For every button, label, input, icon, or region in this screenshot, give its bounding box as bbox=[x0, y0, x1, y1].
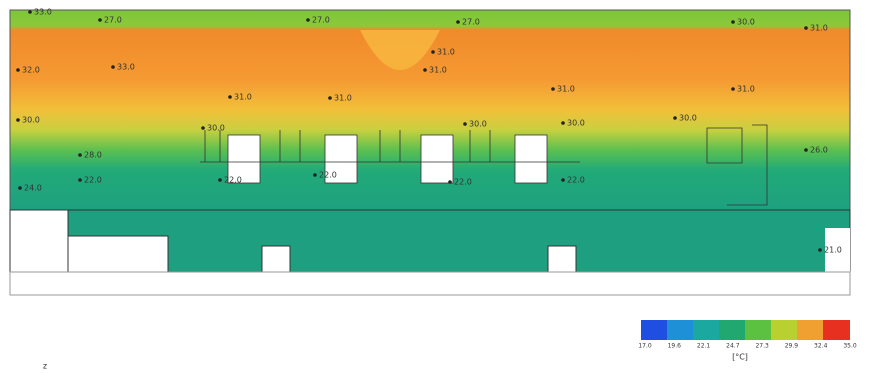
probe-label: 32.0 bbox=[22, 66, 40, 75]
probe-label: 26.0 bbox=[810, 146, 828, 155]
probe-point bbox=[731, 87, 735, 91]
probe-label: 22.0 bbox=[567, 176, 585, 185]
probe-label: 30.0 bbox=[737, 18, 755, 27]
probe-label: 33.0 bbox=[34, 8, 52, 17]
probe-point bbox=[328, 96, 332, 100]
probe-point bbox=[18, 186, 22, 190]
probe-point bbox=[431, 50, 435, 54]
colorbar-label: 19.6 bbox=[668, 343, 682, 350]
probe-label: 30.0 bbox=[22, 116, 40, 125]
probe-point bbox=[561, 121, 565, 125]
probe-point bbox=[804, 148, 808, 152]
probe-point bbox=[818, 248, 822, 252]
probe-point bbox=[561, 178, 565, 182]
probe-label: 30.0 bbox=[679, 114, 697, 123]
probe-label: 22.0 bbox=[84, 176, 102, 185]
probe-point bbox=[463, 122, 467, 126]
domain bbox=[9, 9, 851, 296]
probe-point bbox=[551, 87, 555, 91]
colorbar-label: 35.0 bbox=[843, 343, 857, 350]
probe-label: 22.0 bbox=[454, 178, 472, 187]
probe-label: 31.0 bbox=[437, 48, 455, 57]
probe-point bbox=[218, 178, 222, 182]
probe-label: 28.0 bbox=[84, 151, 102, 160]
probe-label: 31.0 bbox=[429, 66, 447, 75]
colorbar-label: 17.0 bbox=[638, 343, 652, 350]
probe-point bbox=[456, 20, 460, 24]
colorbar-unit: [°C] bbox=[732, 353, 748, 362]
probe-label: 30.0 bbox=[207, 124, 225, 133]
probe-label: 30.0 bbox=[567, 119, 585, 128]
probe-point bbox=[673, 116, 677, 120]
colorbar-label: 24.7 bbox=[726, 343, 740, 350]
probe-point bbox=[201, 126, 205, 130]
probe-label: 27.0 bbox=[312, 16, 330, 25]
probe-label: 31.0 bbox=[557, 85, 575, 94]
colorbar-label: 27.3 bbox=[755, 343, 769, 350]
probe-point bbox=[111, 65, 115, 69]
probe-point bbox=[98, 18, 102, 22]
probe-label: 22.0 bbox=[319, 171, 337, 180]
probe-label: 31.0 bbox=[737, 85, 755, 94]
probe-label: 21.0 bbox=[824, 246, 842, 255]
probe-label: 30.0 bbox=[469, 120, 487, 129]
probe-point bbox=[16, 68, 20, 72]
probe-point bbox=[731, 20, 735, 24]
probe-point bbox=[78, 153, 82, 157]
probe-point bbox=[306, 18, 310, 22]
probe-label: 24.0 bbox=[24, 184, 42, 193]
probe-point bbox=[423, 68, 427, 72]
axis-label: z bbox=[43, 362, 47, 371]
probe-point bbox=[228, 95, 232, 99]
colorbar-label: 29.9 bbox=[785, 343, 799, 350]
probe-point bbox=[313, 173, 317, 177]
probe-label: 22.0 bbox=[224, 176, 242, 185]
probe-label: 33.0 bbox=[117, 63, 135, 72]
colorbar-label: 32.4 bbox=[814, 343, 828, 350]
probe-point bbox=[78, 178, 82, 182]
probe-label: 31.0 bbox=[334, 94, 352, 103]
probe-point bbox=[28, 10, 32, 14]
colorbar-label: 22.1 bbox=[697, 343, 711, 350]
probe-label: 27.0 bbox=[462, 18, 480, 27]
probe-label: 31.0 bbox=[234, 93, 252, 102]
probe-label: 31.0 bbox=[810, 24, 828, 33]
probe-label: 27.0 bbox=[104, 16, 122, 25]
probe-point bbox=[448, 180, 452, 184]
colorbar bbox=[641, 320, 850, 340]
probe-point bbox=[804, 26, 808, 30]
probe-point bbox=[16, 118, 20, 122]
